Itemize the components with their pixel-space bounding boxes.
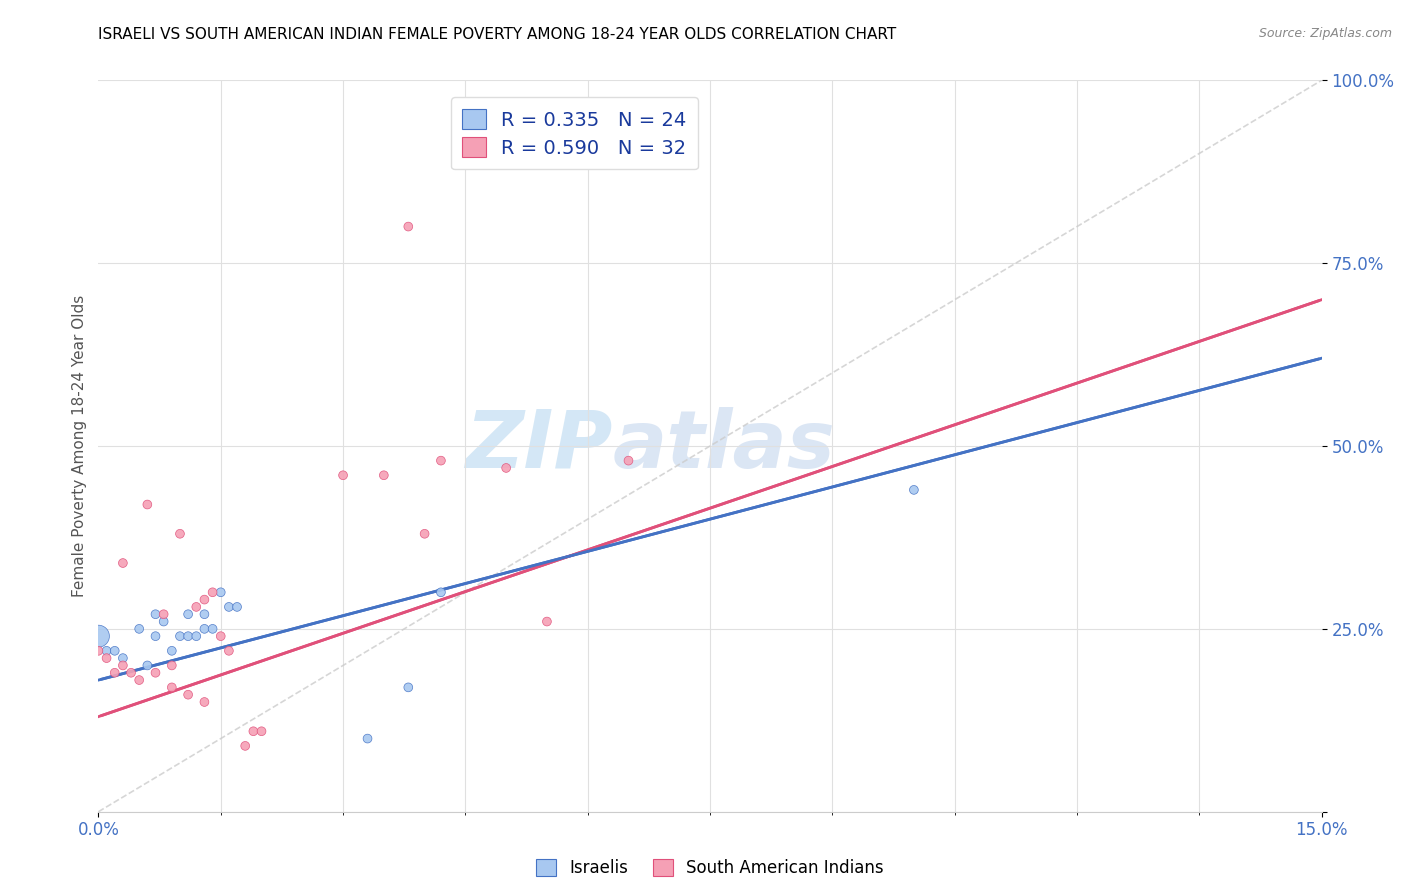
Text: Source: ZipAtlas.com: Source: ZipAtlas.com [1258, 27, 1392, 40]
Point [201, 585, 224, 599]
Point [193, 622, 215, 636]
Point [136, 498, 159, 512]
Point [413, 526, 436, 541]
Point [128, 622, 150, 636]
Point [169, 629, 191, 643]
Point [104, 665, 127, 680]
Point [903, 483, 925, 497]
Point [373, 468, 395, 483]
Point [193, 607, 215, 622]
Text: ZIP: ZIP [465, 407, 612, 485]
Point [177, 607, 200, 622]
Point [658, 110, 681, 124]
Point [169, 526, 191, 541]
Point [111, 556, 134, 570]
Point [186, 629, 208, 643]
Point [160, 681, 183, 695]
Point [233, 739, 256, 753]
Y-axis label: Female Poverty Among 18-24 Year Olds: Female Poverty Among 18-24 Year Olds [72, 295, 87, 597]
Point [96, 651, 118, 665]
Point [209, 629, 232, 643]
Point [201, 622, 224, 636]
Point [87, 644, 110, 658]
Point [145, 629, 167, 643]
Text: ISRAELI VS SOUTH AMERICAN INDIAN FEMALE POVERTY AMONG 18-24 YEAR OLDS CORRELATIO: ISRAELI VS SOUTH AMERICAN INDIAN FEMALE … [98, 27, 897, 42]
Point [136, 658, 159, 673]
Legend: Israelis, South American Indians: Israelis, South American Indians [529, 853, 891, 884]
Point [396, 681, 419, 695]
Point [218, 599, 240, 614]
Point [193, 695, 215, 709]
Point [495, 461, 517, 475]
Point [152, 615, 174, 629]
Point [87, 629, 110, 643]
Point [332, 468, 354, 483]
Point [250, 724, 273, 739]
Point [396, 219, 419, 234]
Point [120, 665, 142, 680]
Point [430, 585, 453, 599]
Text: atlas: atlas [612, 407, 835, 485]
Point [177, 629, 200, 643]
Point [617, 453, 640, 467]
Point [104, 644, 127, 658]
Point [160, 658, 183, 673]
Point [356, 731, 378, 746]
Point [430, 453, 453, 467]
Point [177, 688, 200, 702]
Point [128, 673, 150, 687]
Point [111, 658, 134, 673]
Point [226, 599, 249, 614]
Point [111, 651, 134, 665]
Point [218, 644, 240, 658]
Point [193, 592, 215, 607]
Point [186, 599, 208, 614]
Point [209, 585, 232, 599]
Point [536, 615, 558, 629]
Point [242, 724, 264, 739]
Point [145, 665, 167, 680]
Point [152, 607, 174, 622]
Point [145, 607, 167, 622]
Point [96, 644, 118, 658]
Point [160, 644, 183, 658]
